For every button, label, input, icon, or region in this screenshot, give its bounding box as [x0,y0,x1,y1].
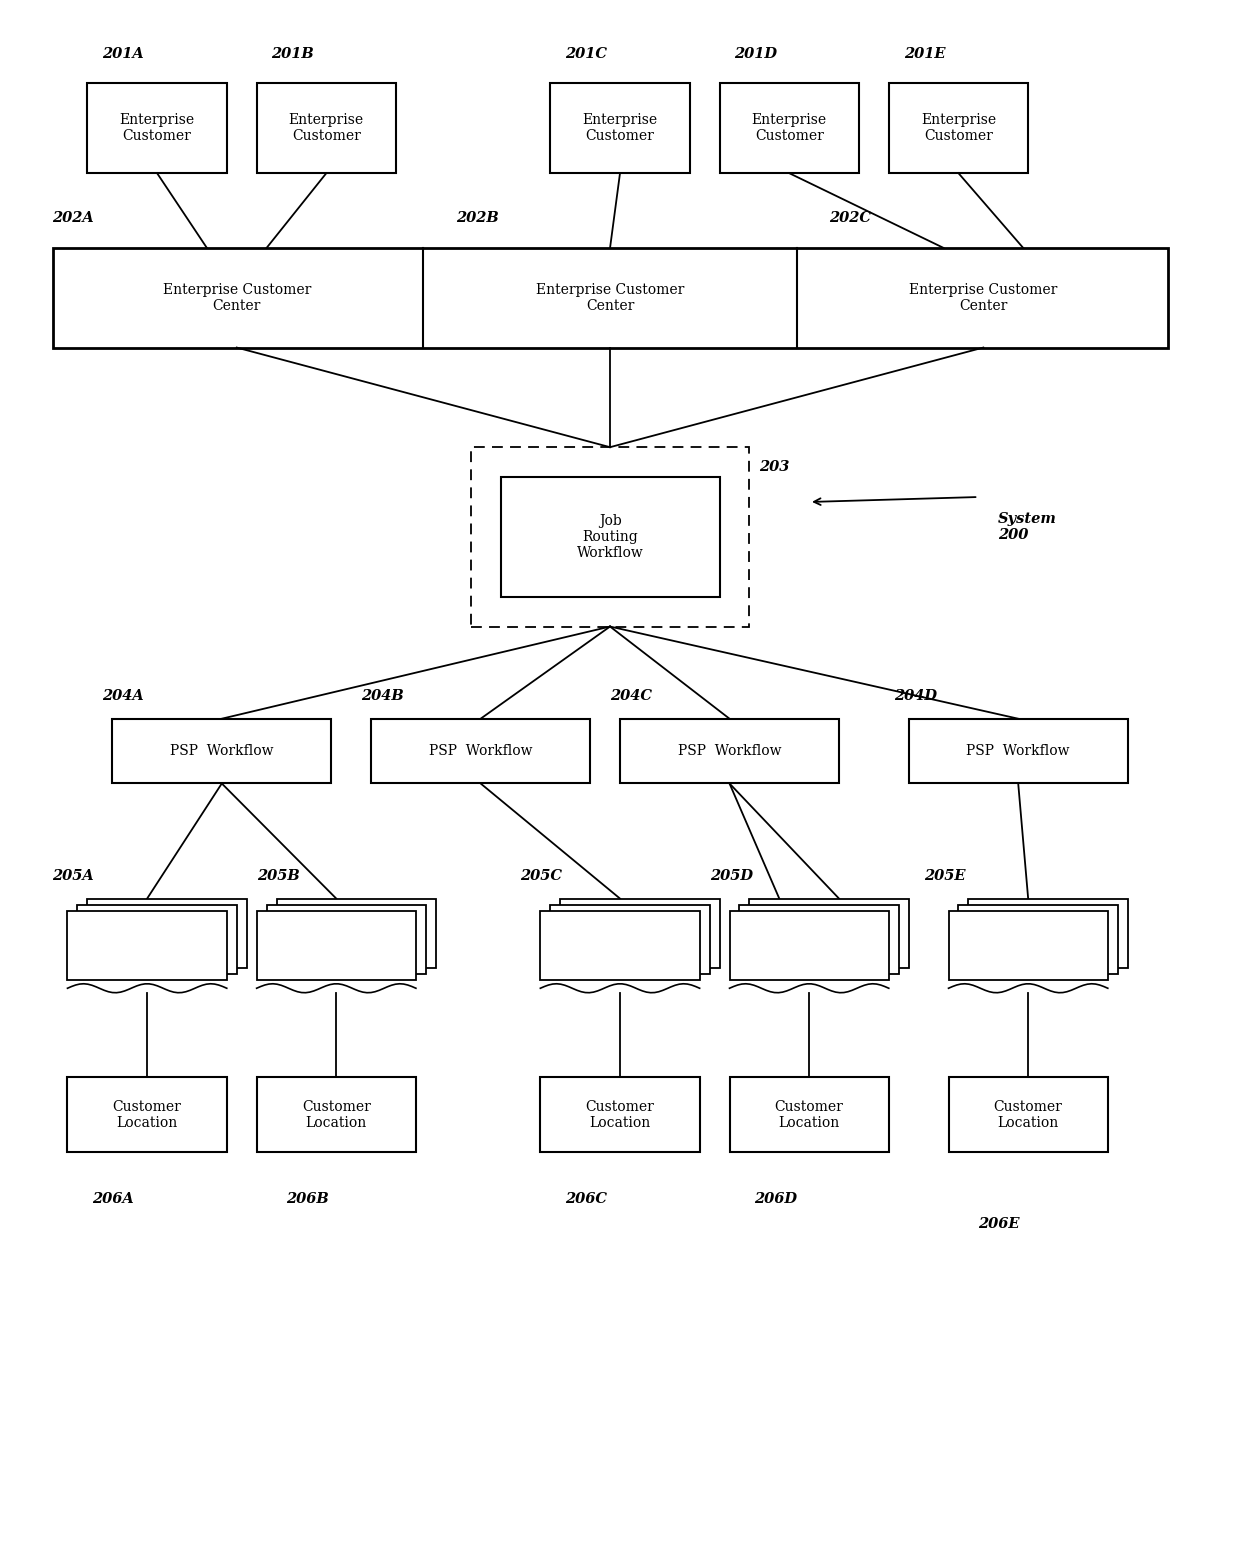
Bar [77,904,237,974]
Text: 202A: 202A [52,212,94,226]
Bar [909,719,1127,784]
Text: Customer
Location: Customer Location [585,1100,655,1130]
Text: 201B: 201B [272,47,314,61]
Bar [501,478,719,596]
Text: Enterprise
Customer: Enterprise Customer [289,114,363,143]
Text: Enterprise
Customer: Enterprise Customer [921,114,996,143]
Text: 204D: 204D [894,689,936,703]
Text: Fulfillment: Fulfillment [990,935,1068,949]
Bar [560,898,719,968]
Bar [541,910,699,980]
Text: 202C: 202C [830,212,870,226]
Bar [257,1077,415,1151]
Text: 201D: 201D [734,47,777,61]
Bar [959,904,1117,974]
Bar [739,904,899,974]
Bar [277,898,435,968]
Text: 206A: 206A [92,1192,134,1206]
Bar [729,1077,889,1151]
Text: 202B: 202B [456,212,498,226]
Text: Customer
Location: Customer Location [993,1100,1063,1130]
Text: Enterprise Customer
Center: Enterprise Customer Center [162,283,311,313]
Text: Fulfillment: Fulfillment [770,935,848,949]
Text: 205C: 205C [521,868,563,882]
Text: 206C: 206C [565,1192,608,1206]
Text: 201E: 201E [904,47,945,61]
Bar [949,910,1107,980]
Bar [52,247,1168,347]
Text: PSP  Workflow: PSP Workflow [678,744,781,758]
Bar [968,898,1127,968]
Bar [113,719,331,784]
Text: Customer
Location: Customer Location [775,1100,843,1130]
Bar [87,84,227,173]
Bar [471,447,749,627]
Bar [87,898,247,968]
Text: Enterprise
Customer: Enterprise Customer [119,114,195,143]
Text: 204C: 204C [610,689,652,703]
Text: Job
Routing
Workflow: Job Routing Workflow [577,513,644,560]
Text: Customer
Location: Customer Location [113,1100,181,1130]
Bar [620,719,839,784]
Bar [551,904,709,974]
Bar [949,1077,1107,1151]
Text: 204A: 204A [103,689,144,703]
Text: 206E: 206E [978,1217,1019,1231]
Text: Fulfillment: Fulfillment [108,935,186,949]
Bar [719,84,859,173]
Text: System
200: System 200 [998,512,1058,541]
Text: Enterprise Customer
Center: Enterprise Customer Center [536,283,684,313]
Bar [541,1077,699,1151]
Text: Fulfillment: Fulfillment [298,935,376,949]
Text: 206B: 206B [286,1192,330,1206]
Text: 206D: 206D [754,1192,797,1206]
Text: 205E: 205E [924,868,965,882]
Text: Enterprise Customer
Center: Enterprise Customer Center [909,283,1058,313]
Text: 205D: 205D [709,868,753,882]
Text: Customer
Location: Customer Location [301,1100,371,1130]
Text: 201A: 201A [103,47,144,61]
Text: 205A: 205A [52,868,94,882]
Bar [889,84,1028,173]
Bar [67,910,227,980]
Bar [67,1077,227,1151]
Text: 203: 203 [759,461,790,475]
Text: 205B: 205B [257,868,299,882]
Bar [551,84,689,173]
Bar [257,910,415,980]
Text: Enterprise
Customer: Enterprise Customer [583,114,657,143]
Text: 204B: 204B [361,689,404,703]
Bar [267,904,425,974]
Bar [371,719,590,784]
Text: PSP  Workflow: PSP Workflow [966,744,1070,758]
Text: Enterprise
Customer: Enterprise Customer [751,114,827,143]
Text: PSP  Workflow: PSP Workflow [429,744,532,758]
Text: PSP  Workflow: PSP Workflow [170,744,274,758]
Bar [729,910,889,980]
Text: 201C: 201C [565,47,608,61]
Text: Fulfillment: Fulfillment [582,935,658,949]
Bar [749,898,909,968]
Bar [257,84,396,173]
